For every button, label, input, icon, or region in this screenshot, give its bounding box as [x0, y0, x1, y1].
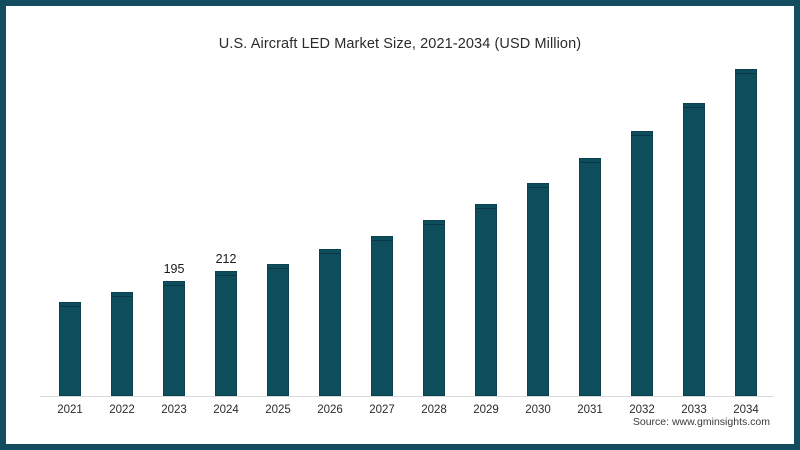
bar-2029[interactable] [475, 203, 497, 396]
x-tick-2034: 2034 [733, 404, 759, 416]
x-tick-2032: 2032 [629, 404, 655, 416]
bar-slot [460, 66, 512, 396]
bar-slot [356, 66, 408, 396]
bar-slot [668, 66, 720, 396]
bar-2022[interactable] [111, 292, 133, 396]
x-tick-2028: 2028 [421, 404, 447, 416]
bar-2034[interactable] [735, 68, 757, 396]
x-tick-2033: 2033 [681, 404, 707, 416]
bar-slot [44, 66, 96, 396]
x-tick-2022: 2022 [109, 404, 135, 416]
bar-2032[interactable] [631, 130, 653, 396]
chart-title: U.S. Aircraft LED Market Size, 2021-2034… [218, 36, 582, 52]
x-tick-2021: 2021 [57, 404, 83, 416]
x-tick-2031: 2031 [577, 404, 603, 416]
bar-slot [408, 66, 460, 396]
bar-2027[interactable] [371, 235, 393, 396]
bar-2026[interactable] [319, 249, 341, 396]
chart-canvas: U.S. Aircraft LED Market Size, 2021-2034… [6, 6, 794, 444]
bar-2033[interactable] [683, 103, 705, 396]
bar-slot [720, 66, 772, 396]
x-axis-tick-labels: 2021 2022 2023 2024 2025 2026 2027 2028 2029 2030… [40, 404, 772, 424]
bar-2021[interactable] [59, 301, 81, 396]
bar-slot [512, 66, 564, 396]
x-tick-2027: 2027 [369, 404, 395, 416]
bar-2031[interactable] [579, 157, 601, 396]
bar-slot [96, 66, 148, 396]
bar-2025[interactable] [267, 264, 289, 396]
bar-2024[interactable] [215, 271, 237, 396]
bar-2023[interactable] [163, 281, 185, 396]
bar-slot [564, 66, 616, 396]
bar-slot: 195 [148, 66, 200, 396]
x-tick-2023: 2023 [161, 404, 187, 416]
bar-slot [304, 66, 356, 396]
bar-slot [616, 66, 668, 396]
x-tick-2030: 2030 [525, 404, 551, 416]
x-axis-line [40, 396, 774, 397]
x-tick-2025: 2025 [265, 404, 291, 416]
bar-value-label-2024: 212 [215, 252, 237, 267]
x-tick-2024: 2024 [213, 404, 239, 416]
bar-2028[interactable] [423, 219, 445, 396]
bar-slot [252, 66, 304, 396]
bar-value-label-2023: 195 [163, 262, 185, 277]
x-tick-2029: 2029 [473, 404, 499, 416]
bar-chart-plot-area: 195 212 [40, 66, 772, 396]
bar-slot: 212 [200, 66, 252, 396]
bar-2030[interactable] [527, 183, 549, 396]
x-tick-2026: 2026 [317, 404, 343, 416]
source-note: Source: www.gminsights.com [632, 416, 770, 428]
